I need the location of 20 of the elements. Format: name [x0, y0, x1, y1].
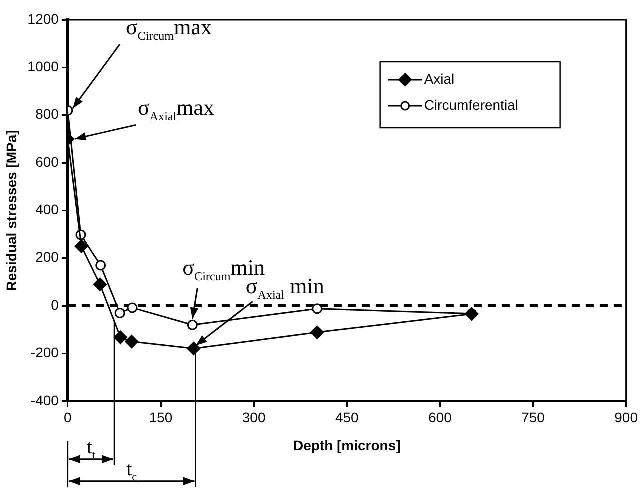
x-axis-title: Depth [microns]: [293, 437, 401, 454]
y-tick-label: 0: [51, 296, 60, 313]
y-tick-label: 1200: [28, 10, 60, 27]
x-tick-label: 0: [64, 410, 72, 426]
x-tick-label: 300: [242, 410, 266, 426]
legend-label: Circumferential: [424, 96, 518, 113]
y-tick-label: 400: [36, 202, 60, 218]
x-tick-label: 900: [614, 410, 638, 426]
x-tick-label: 600: [428, 410, 452, 426]
y-tick-label: -200: [30, 344, 60, 361]
y-tick-label: 600: [36, 154, 60, 170]
x-tick-label: 450: [335, 410, 360, 426]
x-tick-label: 750: [522, 410, 546, 426]
legend-label: Axial: [424, 70, 455, 87]
y-tick-label: 800: [36, 106, 60, 122]
y-tick-label: 200: [36, 249, 60, 266]
x-tick-label: 150: [149, 410, 173, 426]
y-axis-title: Residual stresses [MPa]: [3, 130, 20, 292]
y-tick-label: 1000: [28, 58, 60, 75]
y-tick-label: -400: [30, 392, 60, 408]
